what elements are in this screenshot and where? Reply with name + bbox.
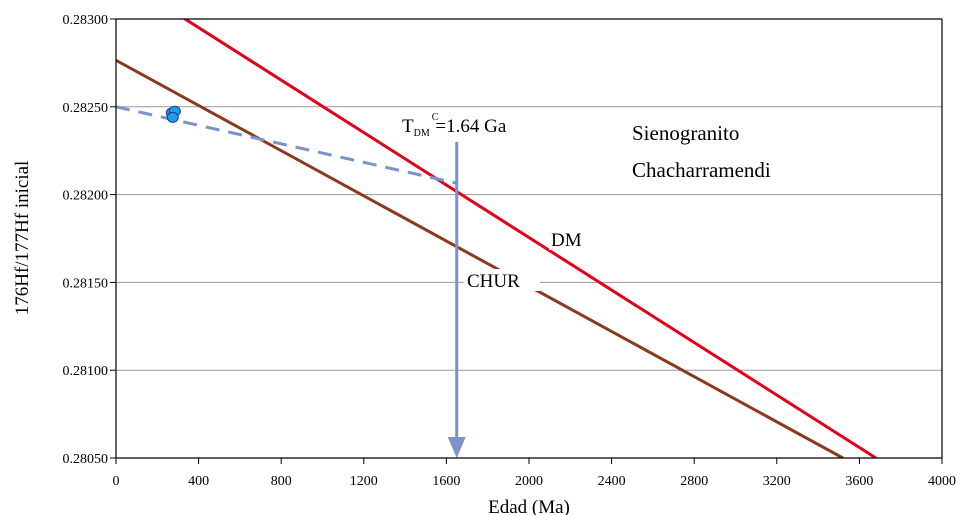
x-tick-label: 1600 xyxy=(432,474,460,489)
x-tick-label: 1200 xyxy=(350,474,378,489)
x-tick-label: 800 xyxy=(271,474,292,489)
y-tick-label: 0.28250 xyxy=(63,101,109,116)
x-tick-label: 4000 xyxy=(928,474,956,489)
chur-line-label: CHUR xyxy=(467,271,520,292)
dm-line-label: DM xyxy=(551,230,582,251)
x-tick-label: 0 xyxy=(113,474,120,489)
sample-name-line1: Sienogranito xyxy=(632,121,739,145)
y-axis-title: 176Hf/177Hf inicial xyxy=(12,161,33,316)
data-point xyxy=(166,111,179,123)
x-tick-label: 400 xyxy=(188,474,209,489)
y-tick-label: 0.28150 xyxy=(63,276,109,291)
chur-line xyxy=(116,58,844,458)
dm-label-bg xyxy=(549,228,593,250)
x-tick-label: 2000 xyxy=(515,474,543,489)
x-tick-label: 2400 xyxy=(598,474,626,489)
y-tick-label: 0.28050 xyxy=(63,452,109,467)
x-axis-title: Edad (Ma) xyxy=(488,497,570,515)
dm-line xyxy=(182,19,877,458)
sample-name-line2: Chacharramendi xyxy=(632,158,771,182)
x-tick-label: 3600 xyxy=(845,474,873,489)
y-tick-label: 0.28300 xyxy=(63,13,109,28)
x-tick-label: 3200 xyxy=(763,474,791,489)
x-tick-label: 2800 xyxy=(680,474,708,489)
y-tick-label: 0.28200 xyxy=(63,189,109,204)
chur-label-bg xyxy=(464,269,540,291)
tdm-arrow-head xyxy=(447,437,466,458)
y-tick-label: 0.28100 xyxy=(63,364,109,379)
tdm-annotation: TDMC=1.64 Ga xyxy=(402,112,507,139)
